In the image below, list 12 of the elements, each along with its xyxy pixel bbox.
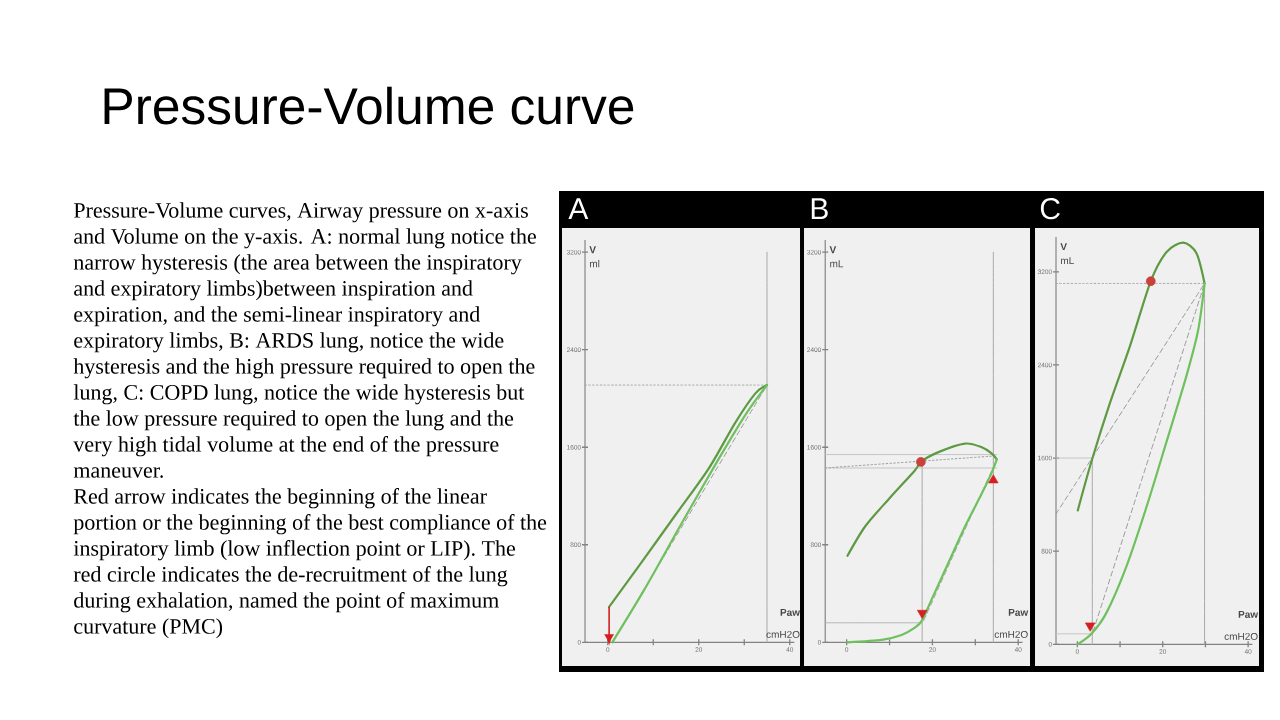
text: Paw cmH2O [1224, 610, 1259, 640]
text: Paw cmH2O [766, 608, 801, 638]
chart-title: C [1040, 198, 1060, 220]
chart-title: B [811, 198, 828, 219]
chart-title: A [568, 198, 589, 219]
text: Paw cmH2O [994, 608, 1029, 638]
y-axis-title: V mL [1060, 243, 1074, 265]
y-axis-title: V mL [829, 246, 844, 268]
text: Red arrow indicates the beginning of the linear portion or the beginning of the best compliance of the inspiratory limb (low inflection point or LIP). The red circle indicates the de-recruitment of the lung during exhalation, named the point of maximum curvature (PMC) [73, 488, 547, 639]
text: Pressure-Volume curve [104, 86, 634, 125]
y-axis-title: V ml [589, 246, 600, 268]
text: Pressure-Volume curves, Airway pressure on x-axis and Volume on the y-axis. A: normal lung notice the narrow hysteresis (the area between the inspiratory and expiratory limbs)between inspiration and expiration, and the semi-linear inspiratory and expiratory limbs, B: ARDS lung, notice the wide hysteresis and the high pressure required to open the lung, C: COPD lung, notice the wide hysteresis but the low pressure required to open the lung and the very high tidal volume at the end of the pressure maneuver. [73, 202, 536, 478]
